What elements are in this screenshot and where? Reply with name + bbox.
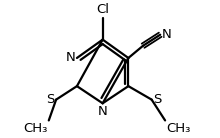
Text: Cl: Cl (96, 3, 109, 16)
Text: CH₃: CH₃ (166, 122, 191, 135)
Text: S: S (46, 93, 55, 106)
Text: CH₃: CH₃ (23, 122, 48, 135)
Text: N: N (98, 104, 108, 118)
Text: S: S (153, 93, 161, 106)
Text: N: N (66, 51, 76, 64)
Text: N: N (161, 28, 171, 41)
